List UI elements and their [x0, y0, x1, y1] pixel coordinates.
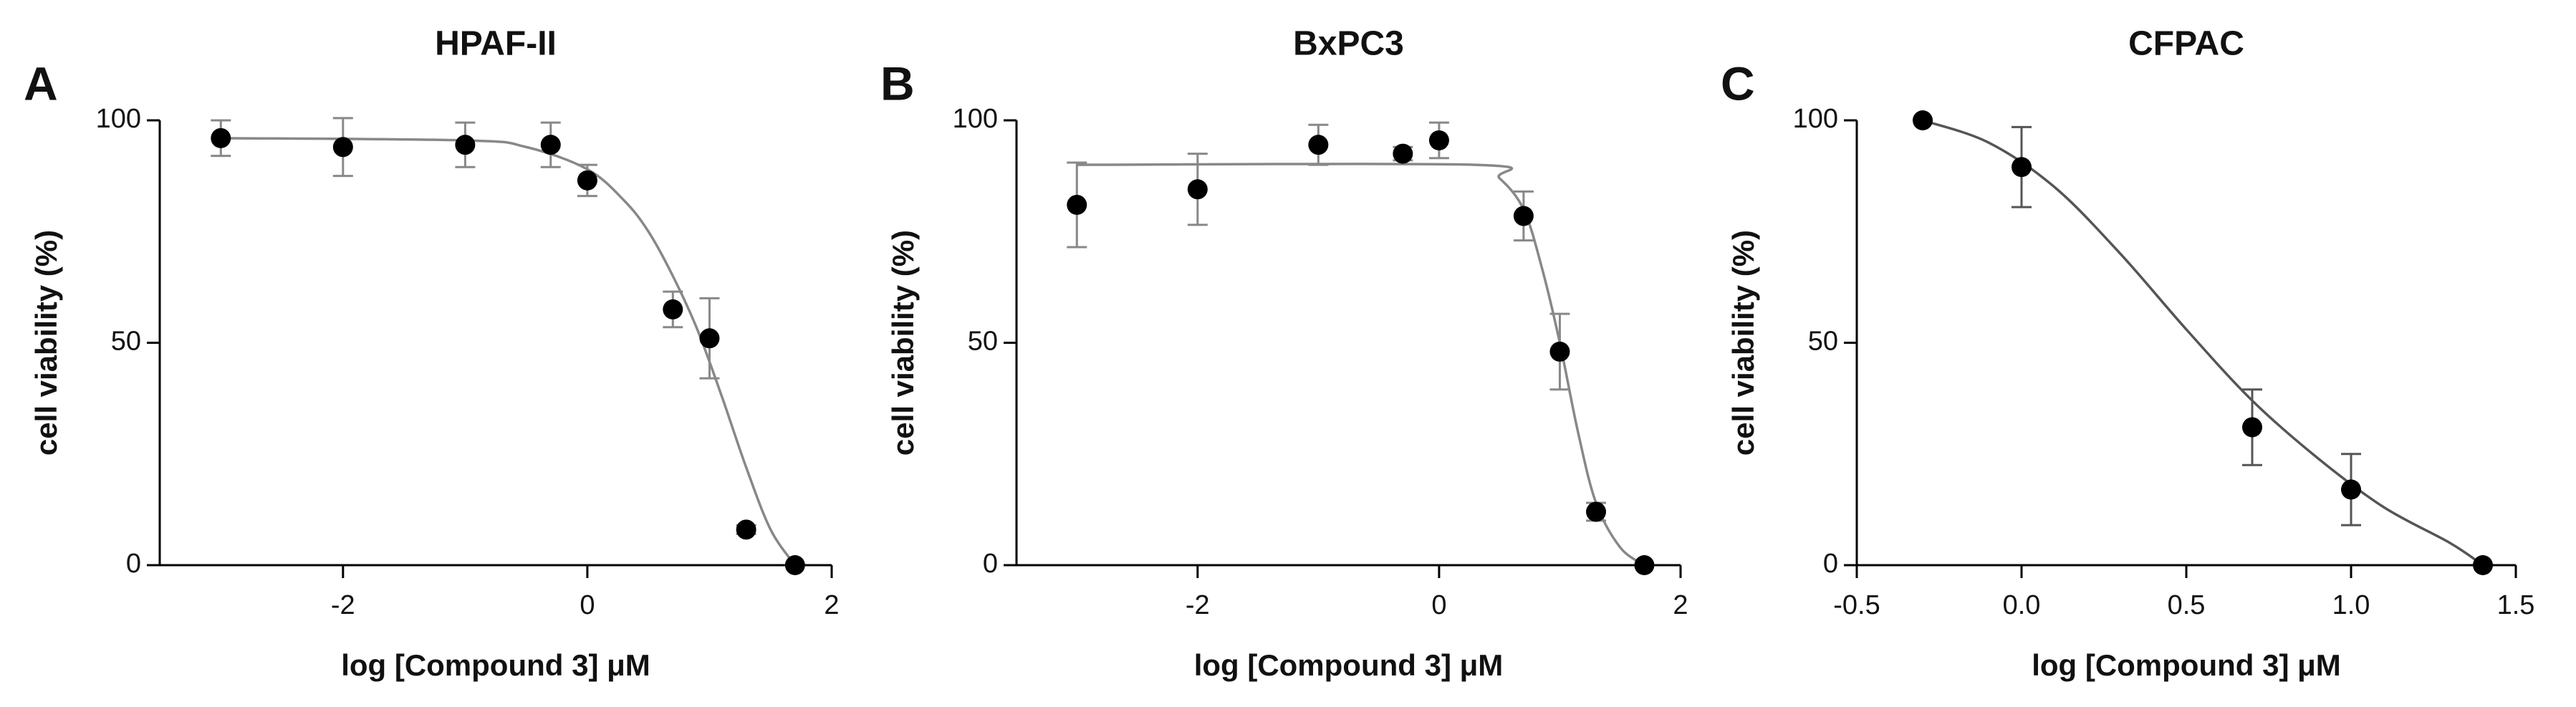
x-tick-label: 2	[1673, 590, 1688, 620]
data-point	[1634, 555, 1655, 575]
x-axis-label: log [Compound 3] μM	[2032, 648, 2341, 682]
y-axis-label: cell viability (%)	[1726, 230, 1760, 456]
data-point	[455, 135, 476, 155]
y-axis-label: cell viability (%)	[886, 230, 920, 456]
x-tick-label: -2	[1186, 590, 1210, 620]
data-point	[1586, 501, 1607, 522]
data-point	[663, 299, 683, 319]
data-point	[1187, 179, 1208, 200]
y-tick-label: 50	[968, 327, 998, 357]
x-tick-label: 0	[1431, 590, 1446, 620]
x-tick-label: 1.0	[2332, 590, 2370, 620]
x-tick-label: 0.5	[2168, 590, 2206, 620]
chart-title: HPAF-II	[435, 25, 557, 63]
fit-curve	[221, 137, 797, 567]
data-point	[2341, 479, 2361, 500]
panel-label: B	[880, 57, 915, 110]
data-point	[540, 135, 561, 155]
data-point	[2473, 555, 2493, 575]
y-tick-label: 0	[1823, 549, 1838, 579]
chart-title: BxPC3	[1293, 25, 1404, 63]
panel-label: C	[1721, 57, 1755, 110]
fit-curve	[1922, 119, 2484, 567]
y-tick-label: 50	[1808, 327, 1838, 357]
y-tick-label: 50	[111, 327, 141, 357]
data-point	[2012, 157, 2032, 178]
data-point	[1428, 130, 1449, 150]
x-tick-label: -0.5	[1833, 590, 1880, 620]
y-tick-label: 100	[96, 104, 141, 134]
data-point	[1913, 110, 1933, 130]
data-point	[1067, 194, 1087, 215]
y-axis-label: cell viability (%)	[29, 230, 63, 456]
x-tick-label: 0.0	[2003, 590, 2041, 620]
data-point	[1513, 206, 1534, 226]
y-tick-label: 100	[1793, 104, 1838, 134]
x-tick-label: 0	[580, 590, 595, 620]
data-point	[1393, 143, 1413, 164]
data-point	[211, 128, 231, 148]
data-point	[736, 519, 756, 540]
chart-title: CFPAC	[2128, 25, 2244, 63]
y-tick-label: 100	[953, 104, 998, 134]
x-axis-label: log [Compound 3] μM	[341, 648, 650, 682]
y-tick-label: 0	[983, 549, 998, 579]
data-point	[1308, 135, 1329, 155]
data-point	[784, 555, 805, 575]
data-point	[699, 328, 720, 349]
x-tick-label: -2	[331, 590, 355, 620]
data-point	[577, 170, 597, 191]
data-point	[332, 137, 353, 158]
panel-label: A	[24, 57, 58, 110]
data-point	[1549, 341, 1570, 362]
y-tick-label: 0	[126, 549, 141, 579]
x-tick-label: 2	[824, 590, 839, 620]
data-point	[2242, 417, 2262, 438]
x-axis-label: log [Compound 3] μM	[1194, 648, 1504, 682]
x-tick-label: 1.5	[2497, 590, 2535, 620]
